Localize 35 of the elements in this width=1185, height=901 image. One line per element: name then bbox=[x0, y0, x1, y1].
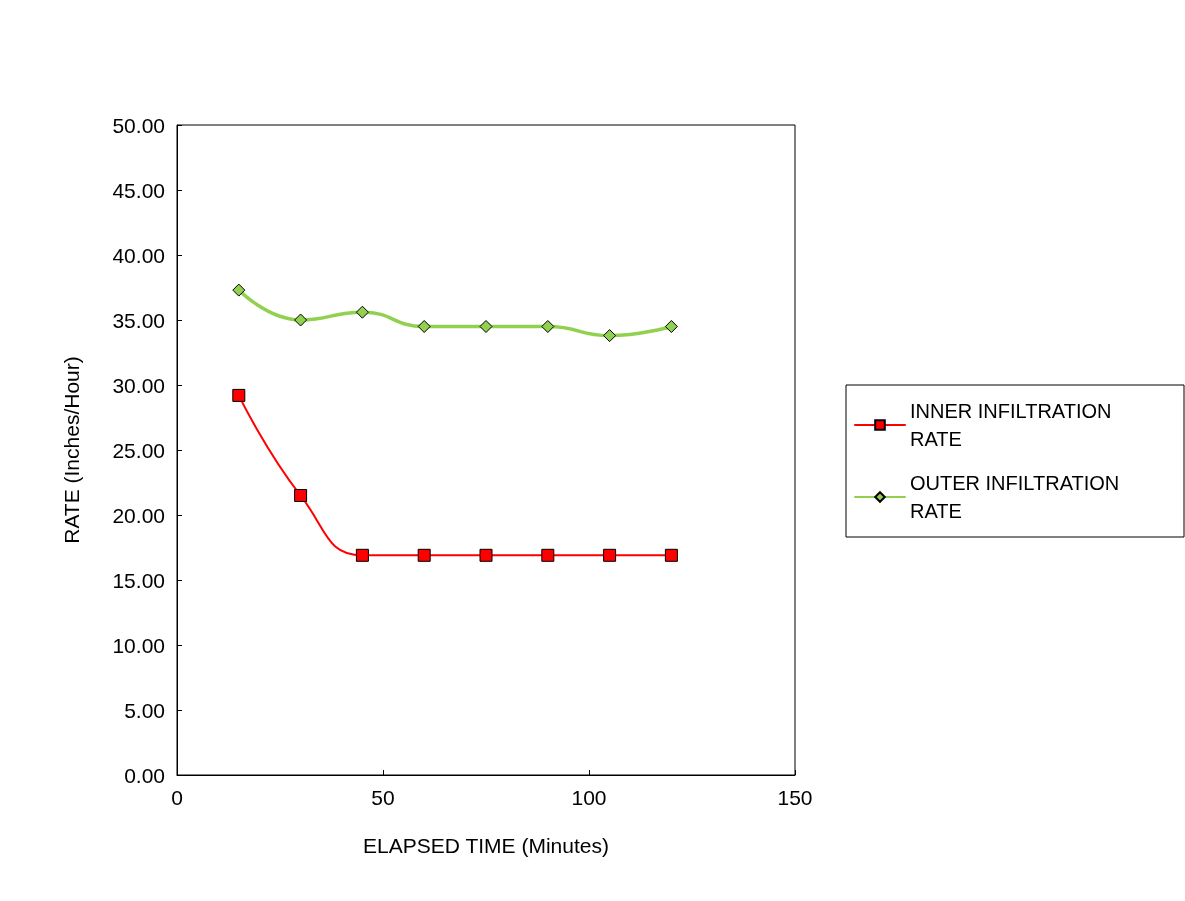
point bbox=[541, 548, 555, 562]
point bbox=[232, 388, 246, 402]
y-tick-label: 40.00 bbox=[112, 243, 165, 267]
point bbox=[664, 320, 678, 333]
y-tick-label: 15.00 bbox=[112, 568, 165, 592]
point bbox=[355, 305, 369, 319]
y-tick-label: 5.00 bbox=[124, 698, 165, 722]
y-tick-label: 25.00 bbox=[112, 438, 165, 462]
point bbox=[479, 320, 493, 333]
point bbox=[479, 548, 493, 562]
point bbox=[355, 548, 369, 562]
point bbox=[294, 489, 308, 502]
y-axis-title: RATE (Inches/Hour) bbox=[60, 356, 83, 544]
point bbox=[417, 320, 431, 333]
point bbox=[417, 548, 431, 562]
legend-label: INNER INFILTRATION RATE bbox=[910, 400, 1118, 450]
point bbox=[294, 313, 308, 327]
y-tick-label: 20.00 bbox=[112, 503, 165, 527]
y-tick-label: 35.00 bbox=[112, 308, 165, 332]
y-tick-label: 50.00 bbox=[112, 113, 165, 137]
y-tick-label: 10.00 bbox=[112, 633, 165, 657]
x-tick-label: 150 bbox=[777, 786, 813, 809]
x-axis-title: ELAPSED TIME (Minutes) bbox=[363, 834, 609, 857]
point bbox=[232, 283, 246, 297]
legend-label: OUTER INFILTRATION RATE bbox=[910, 472, 1125, 522]
point bbox=[664, 548, 678, 562]
y-tick-label: 45.00 bbox=[112, 178, 165, 202]
x-tick-label: 50 bbox=[371, 786, 395, 809]
x-tick-label: 100 bbox=[571, 786, 607, 809]
y-tick-label: 0.00 bbox=[124, 763, 165, 787]
point bbox=[603, 329, 617, 343]
point bbox=[603, 548, 617, 562]
y-tick-label: 30.00 bbox=[112, 373, 165, 397]
x-tick-label: 0 bbox=[171, 786, 183, 809]
point bbox=[541, 320, 555, 333]
